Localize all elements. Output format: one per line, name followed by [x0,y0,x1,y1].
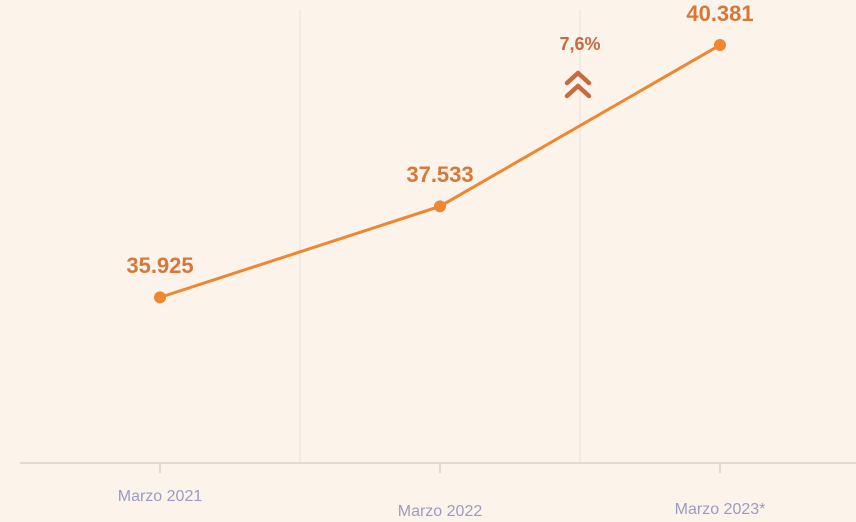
x-tick-label: Marzo 2022 [398,503,483,520]
data-label: 35.925 [126,253,193,278]
point [434,200,446,213]
x-tick-label: Marzo 2023* [675,501,766,518]
chevron-icon [564,70,592,99]
data-label: 37.533 [406,162,473,187]
point [154,291,166,304]
x-tick-label: Marzo 2021 [118,488,203,505]
annotation: 7,6% [559,34,600,54]
point [714,39,726,52]
data-label: 40.381 [686,1,753,26]
